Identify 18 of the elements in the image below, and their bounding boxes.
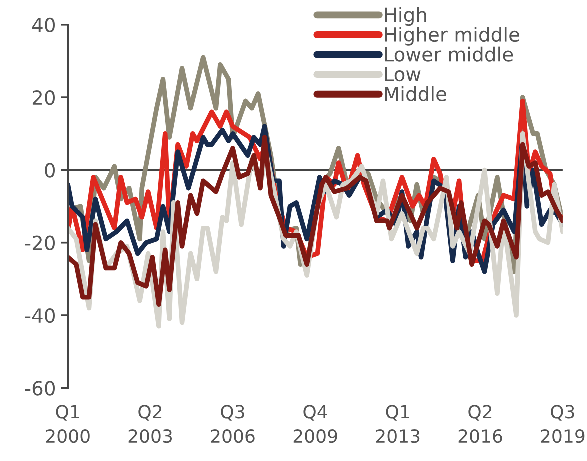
x-tick-label: Q1 2000 <box>46 405 90 444</box>
x-tick-label: Q2 2016 <box>458 405 502 444</box>
y-tick-label: -20 <box>25 236 55 251</box>
legend-label: Low <box>385 67 421 82</box>
x-tick-label: Q1 2013 <box>376 405 420 444</box>
x-tick-label: Q3 2006 <box>211 405 255 444</box>
x-tick-label: Q4 2009 <box>294 405 338 444</box>
y-tick-label: -60 <box>25 381 55 396</box>
y-tick-label: 0 <box>45 163 55 178</box>
legend-label: High <box>385 7 426 26</box>
y-tick-label: 40 <box>32 18 55 33</box>
y-tick-label: -40 <box>25 308 55 324</box>
legend-label: Middle <box>385 86 446 102</box>
legend-label: Higher middle <box>385 27 520 46</box>
y-tick-label: 20 <box>32 90 55 106</box>
legend-label: Lower middle <box>385 46 514 62</box>
x-tick-label: Q3 2019 <box>541 405 585 444</box>
x-tick-label: Q2 2003 <box>128 405 172 444</box>
